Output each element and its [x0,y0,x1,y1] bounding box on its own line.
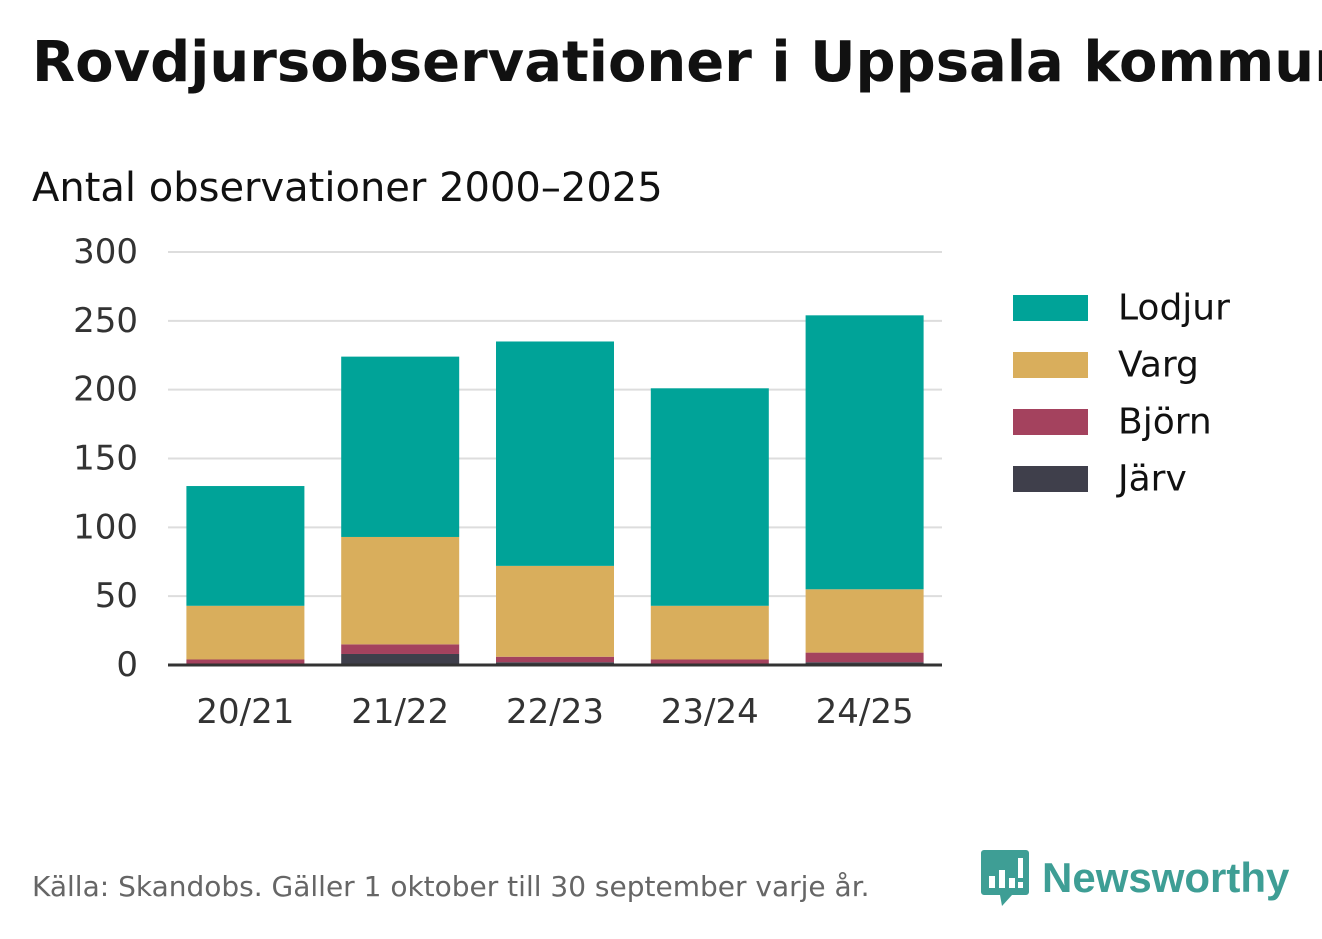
x-tick-label: 23/24 [661,692,759,732]
bar-segment-varg [496,565,614,657]
bar-segment-j-rv [341,653,460,665]
legend-label: Järv [1116,459,1187,500]
bars [186,315,924,665]
x-tick-label: 24/25 [816,692,914,732]
legend-swatch [1013,295,1088,321]
bar-segment-bj-rn [341,644,460,654]
legend-label: Björn [1118,402,1212,443]
bar-segment-lodjur [186,486,305,606]
x-tick-label: 22/23 [506,692,604,732]
x-tick-labels: 20/21 21/22 22/23 23/24 24/25 [196,692,913,732]
bar-segment-varg [650,605,769,660]
bar-chart-speech-bubble-icon [981,850,1029,906]
y-tick-label: 150 [73,439,138,479]
bar-segment-varg [341,536,460,645]
newsworthy-logo[interactable]: Newsworthy [980,848,1289,908]
legend-label: Varg [1118,345,1199,386]
y-tick-label: 50 [95,576,138,616]
x-tick-label: 20/21 [196,692,294,732]
y-tick-label: 300 [73,232,138,272]
y-tick-label: 0 [116,645,138,685]
legend-swatch [1013,352,1088,378]
chart-title: Rovdjursobservationer i Uppsala kommun [32,30,1322,95]
y-tick-label: 100 [73,507,138,547]
bar-segment-varg [805,589,924,653]
legend-label: Lodjur [1118,288,1230,329]
bar-segment-lodjur [341,356,460,537]
bar-segment-bj-rn [186,659,305,664]
legend: Lodjur Varg Björn Järv [1013,288,1230,500]
y-tick-labels: 0 50 100 150 200 250 300 [73,232,138,685]
bar-segment-lodjur [805,315,924,590]
y-tick-label: 250 [73,301,138,341]
x-tick-label: 21/22 [351,692,449,732]
legend-swatch [1013,466,1088,492]
bar-segment-varg [186,605,305,660]
bar-segment-bj-rn [805,652,924,663]
y-tick-label: 200 [73,370,138,410]
bar-segment-bj-rn [650,659,769,664]
bar-segment-bj-rn [496,656,614,663]
source-note: Källa: Skandobs. Gäller 1 oktober till 3… [32,870,870,903]
chart-subtitle: Antal observationer 2000–2025 [32,165,663,211]
legend-swatch [1013,409,1088,435]
bar-segment-lodjur [496,341,614,566]
brand-name: Newsworthy [1042,854,1290,901]
bar-segment-lodjur [650,388,769,606]
